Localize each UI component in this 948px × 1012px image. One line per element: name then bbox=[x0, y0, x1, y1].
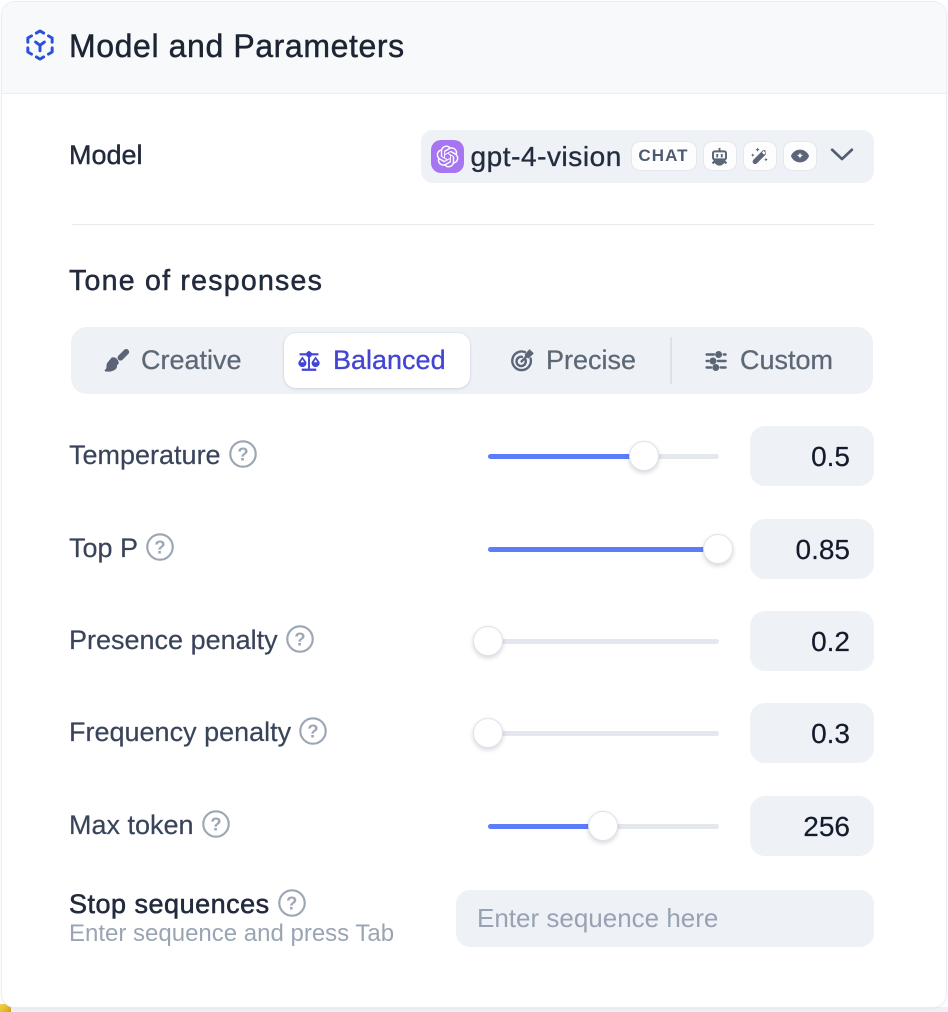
svg-text:?: ? bbox=[210, 813, 221, 834]
svg-text:?: ? bbox=[286, 892, 298, 913]
svg-text:?: ? bbox=[237, 443, 248, 464]
svg-text:?: ? bbox=[307, 720, 318, 741]
svg-text:?: ? bbox=[294, 628, 305, 649]
svg-text:?: ? bbox=[154, 536, 165, 557]
